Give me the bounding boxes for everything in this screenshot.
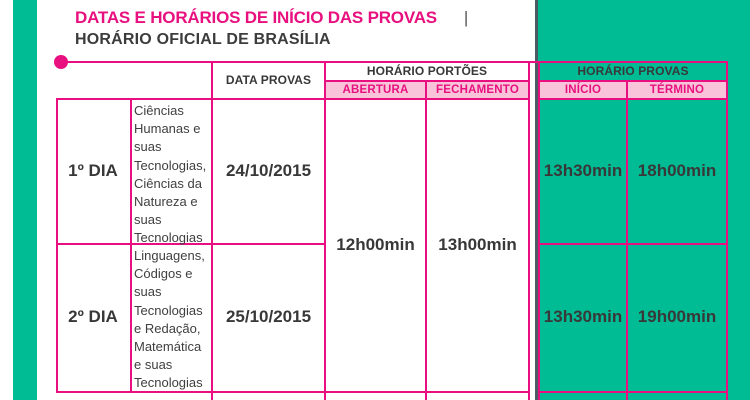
row2-subjects: Linguagens, Códigos e suas Tecnologias e… — [134, 248, 205, 391]
gate-abertura-time: 12h00min — [336, 234, 415, 254]
col-header-data-provas: DATA PROVAS — [225, 72, 312, 87]
row1-date: 24/10/2015 — [225, 160, 312, 180]
row1-subjects: Ciências Humanas e suas Tecnologias, Ciê… — [134, 103, 207, 246]
row2-day-label: 2º DIA — [68, 307, 118, 326]
table-border-abertura-fechamento — [425, 80, 427, 400]
table-border-header-bottom-right — [538, 98, 728, 100]
page-title: DATAS E HORÁRIOS DE INÍCIO DAS PROVAS | — [75, 6, 468, 29]
table-border-day-subject — [130, 98, 132, 393]
col-header-fechamento: FECHAMENTO — [427, 82, 528, 98]
page-title-text: DATAS E HORÁRIOS DE INÍCIO DAS PROVAS — [75, 8, 437, 27]
table-border-under-portoes — [324, 80, 530, 82]
table-border-left — [56, 98, 58, 393]
table-border-bottom-right — [538, 391, 728, 393]
table-border-row-divider-left — [56, 243, 326, 245]
row2-inicio-time: 13h30min — [543, 307, 623, 326]
row2-termino-time: 19h00min — [637, 307, 717, 326]
col-header-inicio: INÍCIO — [540, 82, 626, 98]
table-border-row-divider-right — [538, 243, 728, 245]
table-border-fechamento-right — [528, 61, 530, 400]
table-border-under-provas — [538, 80, 728, 82]
table-border-date-abertura — [324, 61, 326, 400]
table-border-header-bottom-left — [56, 98, 530, 100]
title-separator: | — [463, 8, 469, 27]
page-subtitle: HORÁRIO OFICIAL DE BRASÍLIA — [75, 31, 331, 48]
left-accent-bar — [13, 0, 37, 400]
row2-date: 25/10/2015 — [225, 307, 312, 326]
table-border-inicio-termino — [626, 80, 628, 400]
row1-inicio-time: 13h30min — [543, 160, 623, 180]
table-border-inicio-left — [538, 61, 540, 400]
gate-fechamento-time: 13h00min — [438, 234, 517, 254]
col-header-horario-provas: HORÁRIO PROVAS — [577, 63, 689, 78]
col-header-termino: TÉRMINO — [628, 82, 726, 98]
col-header-abertura: ABERTURA — [326, 82, 425, 98]
row1-day-label: 1º DIA — [68, 160, 118, 180]
table-border-bottom-left — [56, 391, 530, 393]
table-border-right — [726, 61, 728, 400]
row1-termino-time: 18h00min — [637, 160, 717, 180]
table-border-subject-date — [211, 61, 213, 400]
right-teal-panel — [535, 0, 750, 400]
header-block: DATAS E HORÁRIOS DE INÍCIO DAS PROVAS | H… — [75, 6, 468, 51]
col-header-horario-portoes: HORÁRIO PORTÕES — [366, 63, 488, 78]
table-border-top — [61, 61, 728, 63]
